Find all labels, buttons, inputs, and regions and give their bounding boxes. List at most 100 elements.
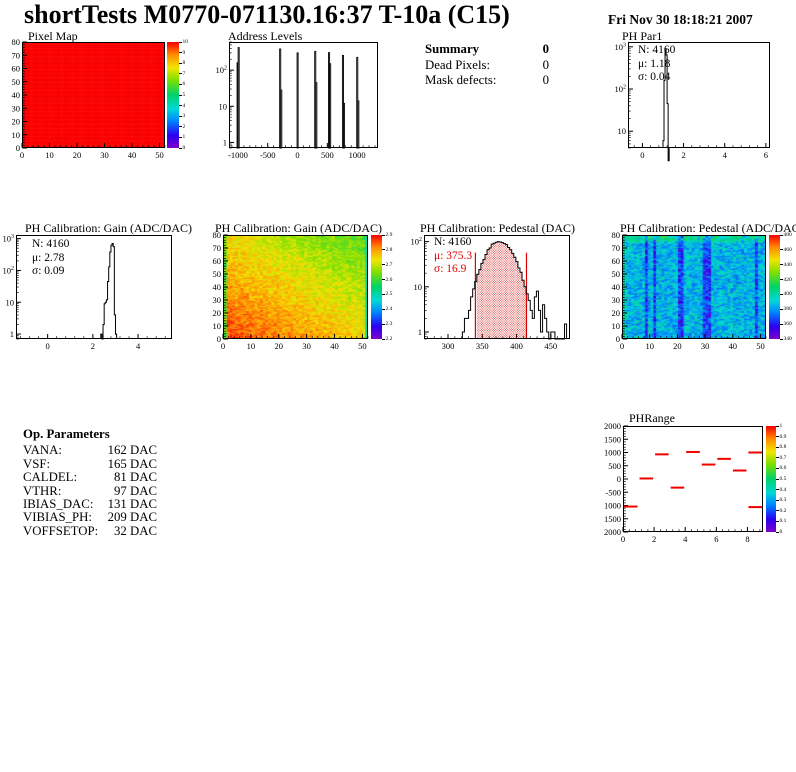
svg-text:6: 6 bbox=[714, 534, 718, 544]
summary-value: 0 bbox=[542, 73, 549, 87]
svg-text:0: 0 bbox=[221, 341, 225, 351]
chart-pedestal-map: PH Calibration: Pedestal (ADC/DAC 0 10 20 3… bbox=[610, 222, 796, 357]
colorbar-tick bbox=[776, 425, 779, 427]
pedestal_hist-axes: 1 10 102 300 350 400 450 bbox=[411, 235, 570, 351]
svg-text:0: 0 bbox=[621, 534, 625, 544]
svg-text:10: 10 bbox=[213, 321, 222, 331]
svg-text:80: 80 bbox=[12, 37, 21, 47]
svg-text:2000: 2000 bbox=[604, 527, 621, 537]
svg-text:60: 60 bbox=[213, 256, 222, 266]
colorbar-tick bbox=[776, 478, 779, 480]
colorbar-label: 5 bbox=[182, 92, 186, 98]
op-row-ibias-dac: IBIAS_DAC: 131 DAC bbox=[23, 497, 157, 511]
colorbar-label: 9 bbox=[182, 49, 186, 56]
colorbar-tick bbox=[382, 323, 385, 325]
address_levels-axes: 1 10 102 -1000 -500 0 500 1000 bbox=[216, 41, 378, 160]
svg-text:40: 40 bbox=[729, 341, 738, 351]
svg-text:-500: -500 bbox=[605, 487, 621, 497]
op-row-voffsetop: VOFFSETOP: 32 DAC bbox=[23, 523, 157, 538]
colorbar-tick bbox=[780, 234, 783, 236]
colorbar-tick bbox=[382, 264, 385, 266]
svg-text:2: 2 bbox=[652, 534, 656, 544]
svg-text:70: 70 bbox=[213, 243, 222, 253]
svg-text:102: 102 bbox=[411, 237, 423, 247]
svg-text:80: 80 bbox=[612, 230, 621, 240]
svg-text:1500: 1500 bbox=[604, 514, 621, 524]
svg-text:30: 30 bbox=[612, 295, 621, 305]
colorbar-tick bbox=[776, 446, 779, 448]
svg-text:0: 0 bbox=[616, 334, 620, 344]
svg-text:40: 40 bbox=[330, 341, 339, 351]
svg-text:20: 20 bbox=[673, 341, 682, 351]
colorbar-tick bbox=[179, 136, 182, 138]
colorbar-label: 2.8 bbox=[385, 246, 393, 253]
op-row-vthr: VTHR: 97 DAC bbox=[23, 483, 157, 498]
colorbar-tick bbox=[776, 499, 779, 501]
svg-text:500: 500 bbox=[321, 150, 334, 160]
svg-text:20: 20 bbox=[612, 308, 621, 318]
op-label: VOFFSETOP: bbox=[23, 523, 99, 538]
colorbar-tick bbox=[179, 62, 182, 64]
colorbar-tick bbox=[776, 457, 779, 459]
chart-title-pedestal-hist: PH Calibration: Pedestal (DAC) bbox=[420, 221, 575, 235]
colorbar-label: 0.9 bbox=[779, 433, 787, 440]
svg-text:10: 10 bbox=[414, 282, 423, 292]
svg-text:1: 1 bbox=[10, 329, 14, 339]
summary-block: Summary 0 Dead Pixels: 0 Mask defects: 0 bbox=[425, 42, 549, 89]
colorbar-label: 4 bbox=[182, 102, 186, 109]
svg-text:8: 8 bbox=[745, 534, 749, 544]
colorbar-tick bbox=[776, 467, 779, 469]
svg-text:4: 4 bbox=[683, 534, 688, 544]
op-parameters-block: Op. Parameters VANA: 162 DAC VSF: 165 DA… bbox=[23, 427, 157, 538]
svg-text:50: 50 bbox=[12, 77, 21, 87]
stats-box-gain: N: 4160 μ: 2.78 σ: 0.09 bbox=[32, 238, 69, 279]
svg-text:30: 30 bbox=[100, 150, 109, 160]
svg-text:2: 2 bbox=[681, 150, 685, 160]
svg-text:400: 400 bbox=[510, 341, 523, 351]
colorbar-label: 0.7 bbox=[779, 454, 787, 461]
svg-text:0: 0 bbox=[620, 341, 624, 351]
op-label: VANA: bbox=[23, 443, 62, 458]
pixel_map-plot-area bbox=[22, 42, 165, 148]
colorbar-tick bbox=[780, 308, 783, 310]
op-parameters-title: Op. Parameters bbox=[23, 427, 110, 441]
svg-text:1: 1 bbox=[418, 327, 422, 337]
colorbar-tick bbox=[179, 105, 182, 107]
colorbar-label: 7 bbox=[182, 70, 186, 77]
colorbar-label: 2.7 bbox=[385, 261, 393, 268]
svg-text:0: 0 bbox=[46, 341, 50, 351]
colorbar-label: 0.1 bbox=[779, 518, 787, 525]
colorbar-tick bbox=[780, 264, 783, 266]
stat-mu: μ: 375.3 bbox=[434, 249, 473, 262]
op-row-vana: VANA: 162 DAC bbox=[23, 443, 157, 458]
op-value: 32 DAC bbox=[113, 523, 157, 538]
svg-text:10: 10 bbox=[247, 341, 256, 351]
svg-text:6: 6 bbox=[764, 150, 768, 160]
svg-text:20: 20 bbox=[275, 341, 284, 351]
colorbar-label: 400 bbox=[783, 291, 792, 298]
colorbar-tick bbox=[780, 338, 783, 340]
colorbar-tick bbox=[776, 520, 779, 522]
stat-mu: μ: 2.78 bbox=[32, 251, 65, 264]
svg-text:10: 10 bbox=[618, 126, 627, 136]
svg-text:0: 0 bbox=[295, 150, 299, 160]
colorbar-label: 360 bbox=[783, 321, 792, 328]
svg-text:2: 2 bbox=[91, 341, 95, 351]
svg-text:1000: 1000 bbox=[604, 448, 621, 458]
summary-header-row: Summary 0 bbox=[425, 42, 549, 58]
svg-text:103: 103 bbox=[615, 42, 627, 52]
svg-text:-1000: -1000 bbox=[228, 150, 248, 160]
chart-gain-hist: PH Calibration: Gain (ADC/DAC) N: 4160 μ… bbox=[0, 222, 200, 357]
chart-title-ph-range: PHRange bbox=[629, 411, 675, 425]
svg-text:0: 0 bbox=[617, 474, 621, 484]
colorbar-label: 3 bbox=[182, 113, 186, 120]
gain_map-plot-area bbox=[223, 235, 368, 339]
colorbar-label: 2.3 bbox=[385, 321, 393, 328]
svg-text:20: 20 bbox=[12, 117, 21, 127]
op-label: VTHR: bbox=[23, 483, 62, 498]
svg-text:30: 30 bbox=[302, 341, 311, 351]
pixel_map-axes: 0 10 20 30 40 50 60 70 80 0 10 20 30 40 50 bbox=[12, 37, 166, 160]
svg-text:50: 50 bbox=[612, 269, 621, 279]
stat-sigma: σ: 0.04 bbox=[638, 71, 671, 83]
svg-text:40: 40 bbox=[128, 150, 137, 160]
